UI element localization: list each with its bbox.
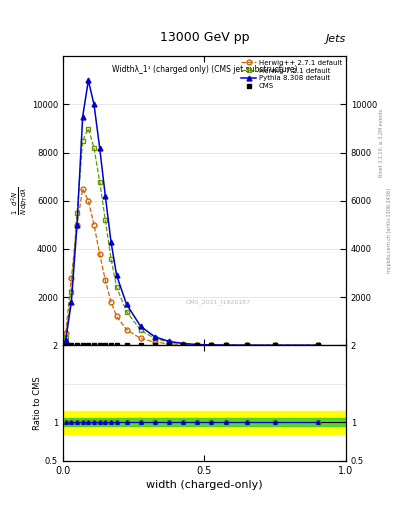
Herwig++ 2.7.1 default <box>75 222 79 228</box>
CMS <box>97 342 102 348</box>
Text: Rivet 3.1.10, ≥ 3.2M events: Rivet 3.1.10, ≥ 3.2M events <box>379 109 384 178</box>
CMS <box>92 342 96 348</box>
Line: Herwig++ 2.7.1 default: Herwig++ 2.7.1 default <box>63 186 320 348</box>
Pythia 8.308 default <box>103 193 108 199</box>
Text: 13000 GeV pp: 13000 GeV pp <box>160 31 249 44</box>
Pythia 8.308 default <box>97 145 102 151</box>
Line: CMS: CMS <box>64 343 320 347</box>
Herwig 7.2.1 default <box>152 335 157 342</box>
Herwig 7.2.1 default <box>103 217 108 223</box>
Herwig++ 2.7.1 default <box>69 275 74 281</box>
Pythia 8.308 default <box>273 342 277 348</box>
Herwig++ 2.7.1 default <box>92 222 96 228</box>
Line: Herwig 7.2.1 default: Herwig 7.2.1 default <box>63 126 320 348</box>
Text: mcplots.cern.ch [arXiv:1306.3436]: mcplots.cern.ch [arXiv:1306.3436] <box>387 188 391 273</box>
Herwig++ 2.7.1 default <box>97 251 102 257</box>
Pythia 8.308 default <box>114 272 119 279</box>
Herwig 7.2.1 default <box>167 339 171 345</box>
Text: Jets: Jets <box>325 33 346 44</box>
Herwig++ 2.7.1 default <box>209 342 214 348</box>
Herwig++ 2.7.1 default <box>315 342 320 348</box>
Legend: Herwig++ 2.7.1 default, Herwig 7.2.1 default, Pythia 8.308 default, CMS: Herwig++ 2.7.1 default, Herwig 7.2.1 def… <box>240 58 344 91</box>
Herwig++ 2.7.1 default <box>124 327 129 333</box>
Herwig++ 2.7.1 default <box>223 342 228 348</box>
Pythia 8.308 default <box>75 222 79 228</box>
Pythia 8.308 default <box>63 337 68 344</box>
Pythia 8.308 default <box>108 239 113 245</box>
CMS <box>315 342 320 348</box>
Herwig 7.2.1 default <box>138 327 143 333</box>
Pythia 8.308 default <box>69 299 74 305</box>
CMS <box>181 342 185 348</box>
Pythia 8.308 default <box>124 301 129 307</box>
CMS <box>209 342 214 348</box>
Pythia 8.308 default <box>315 342 320 348</box>
Pythia 8.308 default <box>138 324 143 330</box>
CMS <box>80 342 85 348</box>
Pythia 8.308 default <box>152 334 157 340</box>
Herwig 7.2.1 default <box>86 125 91 132</box>
Pythia 8.308 default <box>209 342 214 348</box>
Herwig 7.2.1 default <box>114 284 119 290</box>
CMS <box>114 342 119 348</box>
Herwig++ 2.7.1 default <box>167 340 171 347</box>
Pythia 8.308 default <box>86 77 91 83</box>
Text: CMS_2021_I1920187: CMS_2021_I1920187 <box>186 299 251 305</box>
CMS <box>195 342 200 348</box>
Herwig++ 2.7.1 default <box>103 277 108 283</box>
CMS <box>86 342 91 348</box>
Herwig 7.2.1 default <box>92 145 96 151</box>
Herwig 7.2.1 default <box>315 342 320 348</box>
Y-axis label: $\frac{1}{N}\frac{d^2N}{dp_T d\lambda}$: $\frac{1}{N}\frac{d^2N}{dp_T d\lambda}$ <box>9 186 30 215</box>
Line: Pythia 8.308 default: Pythia 8.308 default <box>63 78 320 348</box>
Pythia 8.308 default <box>80 114 85 120</box>
CMS <box>167 342 171 348</box>
Herwig++ 2.7.1 default <box>244 342 249 348</box>
CMS <box>63 342 68 348</box>
Herwig 7.2.1 default <box>69 289 74 295</box>
Herwig++ 2.7.1 default <box>273 342 277 348</box>
Text: Widthλ_1¹ (charged only) (CMS jet substructure): Widthλ_1¹ (charged only) (CMS jet substr… <box>112 65 297 74</box>
Herwig 7.2.1 default <box>75 210 79 216</box>
Herwig++ 2.7.1 default <box>152 339 157 345</box>
Herwig 7.2.1 default <box>181 341 185 347</box>
Herwig 7.2.1 default <box>244 342 249 348</box>
Herwig 7.2.1 default <box>108 255 113 262</box>
Herwig++ 2.7.1 default <box>138 335 143 342</box>
CMS <box>69 342 74 348</box>
CMS <box>103 342 108 348</box>
CMS <box>152 342 157 348</box>
Herwig 7.2.1 default <box>97 179 102 185</box>
Pythia 8.308 default <box>223 342 228 348</box>
Herwig++ 2.7.1 default <box>108 299 113 305</box>
Y-axis label: Ratio to CMS: Ratio to CMS <box>33 376 42 430</box>
Herwig++ 2.7.1 default <box>181 342 185 348</box>
Pythia 8.308 default <box>92 101 96 108</box>
Herwig 7.2.1 default <box>124 308 129 314</box>
CMS <box>75 342 79 348</box>
Herwig 7.2.1 default <box>273 342 277 348</box>
CMS <box>223 342 228 348</box>
Herwig++ 2.7.1 default <box>195 342 200 348</box>
Herwig 7.2.1 default <box>209 342 214 348</box>
Herwig 7.2.1 default <box>63 335 68 341</box>
Herwig++ 2.7.1 default <box>63 330 68 336</box>
CMS <box>124 342 129 348</box>
X-axis label: width (charged-only): width (charged-only) <box>146 480 263 490</box>
Pythia 8.308 default <box>195 342 200 348</box>
Pythia 8.308 default <box>167 338 171 345</box>
CMS <box>138 342 143 348</box>
CMS <box>273 342 277 348</box>
Pythia 8.308 default <box>181 340 185 347</box>
Herwig++ 2.7.1 default <box>80 186 85 192</box>
Herwig 7.2.1 default <box>195 342 200 348</box>
Herwig++ 2.7.1 default <box>114 313 119 319</box>
Herwig 7.2.1 default <box>80 138 85 144</box>
CMS <box>244 342 249 348</box>
Herwig 7.2.1 default <box>223 342 228 348</box>
Herwig++ 2.7.1 default <box>86 198 91 204</box>
Pythia 8.308 default <box>244 342 249 348</box>
CMS <box>108 342 113 348</box>
